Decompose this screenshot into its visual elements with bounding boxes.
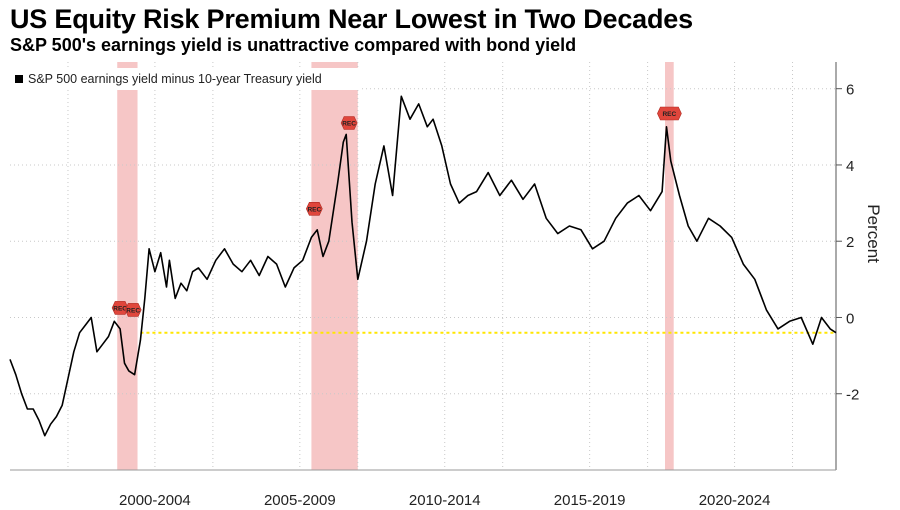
y-tick-label: -2 [846, 387, 859, 404]
x-tick-label: 2015-2019 [554, 492, 626, 509]
recession-band-2 [311, 62, 358, 470]
axes: -2 0 2 4 6 Percent 2000-2004 2005-2009 2010-2014… [10, 62, 883, 509]
legend-label: S&P 500 earnings yield minus 10-year Tre… [28, 72, 322, 86]
x-tick-label: 2010-2014 [409, 492, 481, 509]
recession-band-3 [665, 62, 674, 470]
y-tick-label: 6 [846, 82, 854, 99]
recession-marker-label: REC [113, 305, 127, 312]
recession-marker [305, 202, 323, 216]
recession-marker-label: REC [662, 111, 676, 118]
chart-subtitle: S&P 500's earnings yield is unattractive… [10, 35, 577, 55]
x-tick-label: 2005-2009 [264, 492, 336, 509]
recession-marker [340, 116, 358, 130]
y-axis-title: Percent [864, 204, 883, 263]
y-tick-label: 4 [846, 158, 854, 175]
recession-bands [117, 62, 674, 470]
recession-marker-label: REC [126, 307, 140, 314]
x-tick-label: 2020-2024 [699, 492, 771, 509]
y-tick-label: 0 [846, 310, 854, 327]
recession-marker [111, 301, 129, 315]
recession-marker-label: REC [342, 121, 356, 128]
series-line [9, 95, 837, 437]
recession-marker [124, 303, 142, 317]
x-tick-label: 2000-2004 [119, 492, 191, 509]
series-group [9, 95, 837, 437]
legend-box [10, 68, 362, 90]
recession-band-1 [117, 62, 138, 470]
y-tick-label: 2 [846, 234, 854, 251]
recession-marker-label: REC [307, 206, 321, 213]
legend-swatch [15, 75, 23, 83]
legend: S&P 500 earnings yield minus 10-year Tre… [10, 68, 362, 90]
recession-marker [657, 106, 682, 121]
chart-title: US Equity Risk Premium Near Lowest in Tw… [10, 4, 693, 34]
